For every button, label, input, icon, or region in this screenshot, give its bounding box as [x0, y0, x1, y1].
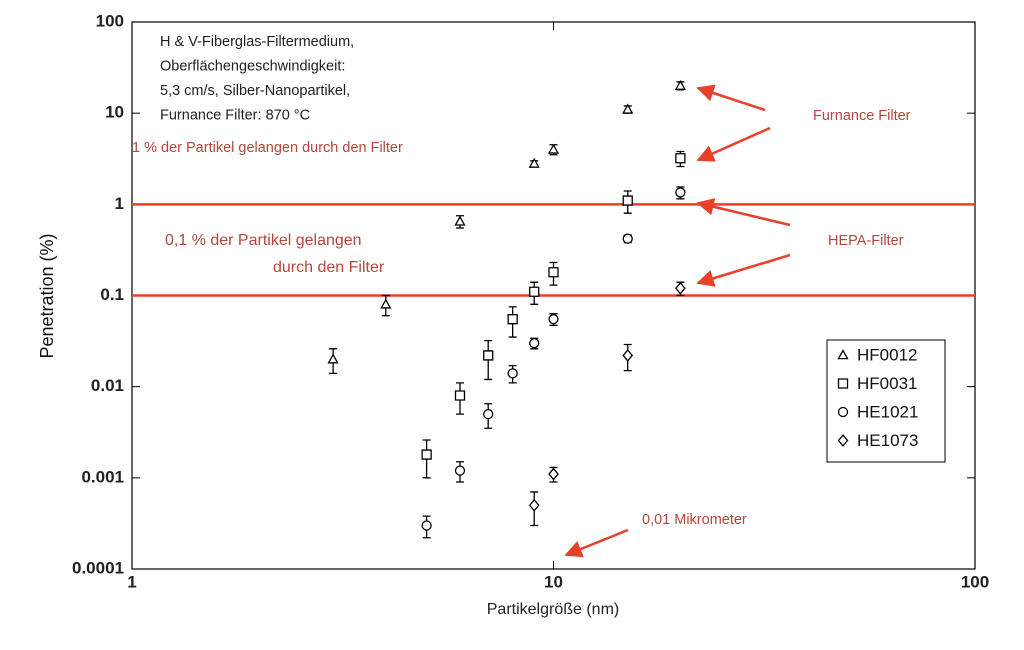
data-point — [507, 314, 518, 325]
arrow — [696, 126, 771, 162]
info-text: Furnance Filter: 870 °C — [160, 107, 310, 123]
data-point — [622, 349, 634, 362]
y-tick-label: 1 — [115, 194, 124, 213]
data-point — [622, 195, 633, 206]
legend-label: HF0012 — [857, 345, 917, 364]
legend-marker — [837, 434, 849, 447]
data-point — [529, 338, 540, 349]
y-tick-label: 100 — [96, 11, 124, 30]
data-point — [421, 449, 432, 460]
info-text: Oberflächengeschwindigkeit: — [160, 58, 345, 74]
annotation: 1 % der Partikel gelangen durch den Filt… — [132, 140, 403, 156]
data-point — [548, 314, 559, 325]
annotation: 0,1 % der Partikel gelangen — [165, 232, 362, 249]
legend-label: HE1021 — [857, 402, 918, 421]
x-axis-label: Partikelgröße (nm) — [487, 601, 619, 618]
legend-marker — [837, 406, 849, 418]
x-tick-label: 100 — [961, 572, 989, 591]
data-point — [675, 187, 686, 198]
data-point — [548, 467, 559, 481]
arrow — [696, 84, 766, 112]
x-tick-label: 10 — [544, 572, 563, 591]
info-text: 5,3 cm/s, Silber-Nanopartikel, — [160, 83, 350, 99]
arrow — [696, 198, 791, 227]
data-point — [548, 267, 559, 278]
data-point — [622, 233, 633, 244]
y-axis-label: Penetration (%) — [37, 233, 57, 358]
annotation: 0,01 Mikrometer — [642, 512, 747, 528]
legend-marker — [837, 349, 849, 360]
legend-label: HF0031 — [857, 374, 917, 393]
y-tick-label: 0.01 — [91, 376, 124, 395]
data-point — [454, 465, 466, 476]
x-tick-label: 1 — [127, 572, 136, 591]
data-point — [483, 350, 494, 361]
data-point — [675, 153, 686, 164]
data-point — [547, 143, 560, 154]
data-point — [483, 408, 494, 420]
data-point — [454, 215, 466, 226]
data-point — [327, 353, 339, 364]
data-point — [529, 286, 540, 297]
legend-marker — [837, 378, 849, 389]
arrows — [564, 84, 791, 558]
data-point — [454, 390, 466, 401]
data-point — [528, 498, 540, 512]
data-point — [380, 298, 392, 309]
data-point — [421, 520, 432, 531]
y-tick-label: 10 — [105, 103, 124, 122]
data-point — [528, 157, 540, 168]
y-tick-label: 0.001 — [81, 467, 124, 486]
data-point — [507, 368, 518, 379]
y-tick-label: 0.0001 — [72, 558, 124, 577]
arrow — [564, 528, 629, 558]
info-text: H & V-Fiberglas-Filtermedium, — [160, 34, 354, 50]
data-point — [675, 281, 686, 295]
y-tick-label: 0.1 — [100, 285, 124, 304]
annotation: HEPA-Filter — [828, 233, 904, 249]
data-point — [622, 103, 634, 114]
annotation: durch den Filter — [273, 259, 385, 276]
arrow — [696, 253, 791, 287]
legend-label: HE1073 — [857, 431, 918, 450]
data-point — [674, 79, 686, 90]
annotation: Furnance Filter — [813, 108, 911, 124]
